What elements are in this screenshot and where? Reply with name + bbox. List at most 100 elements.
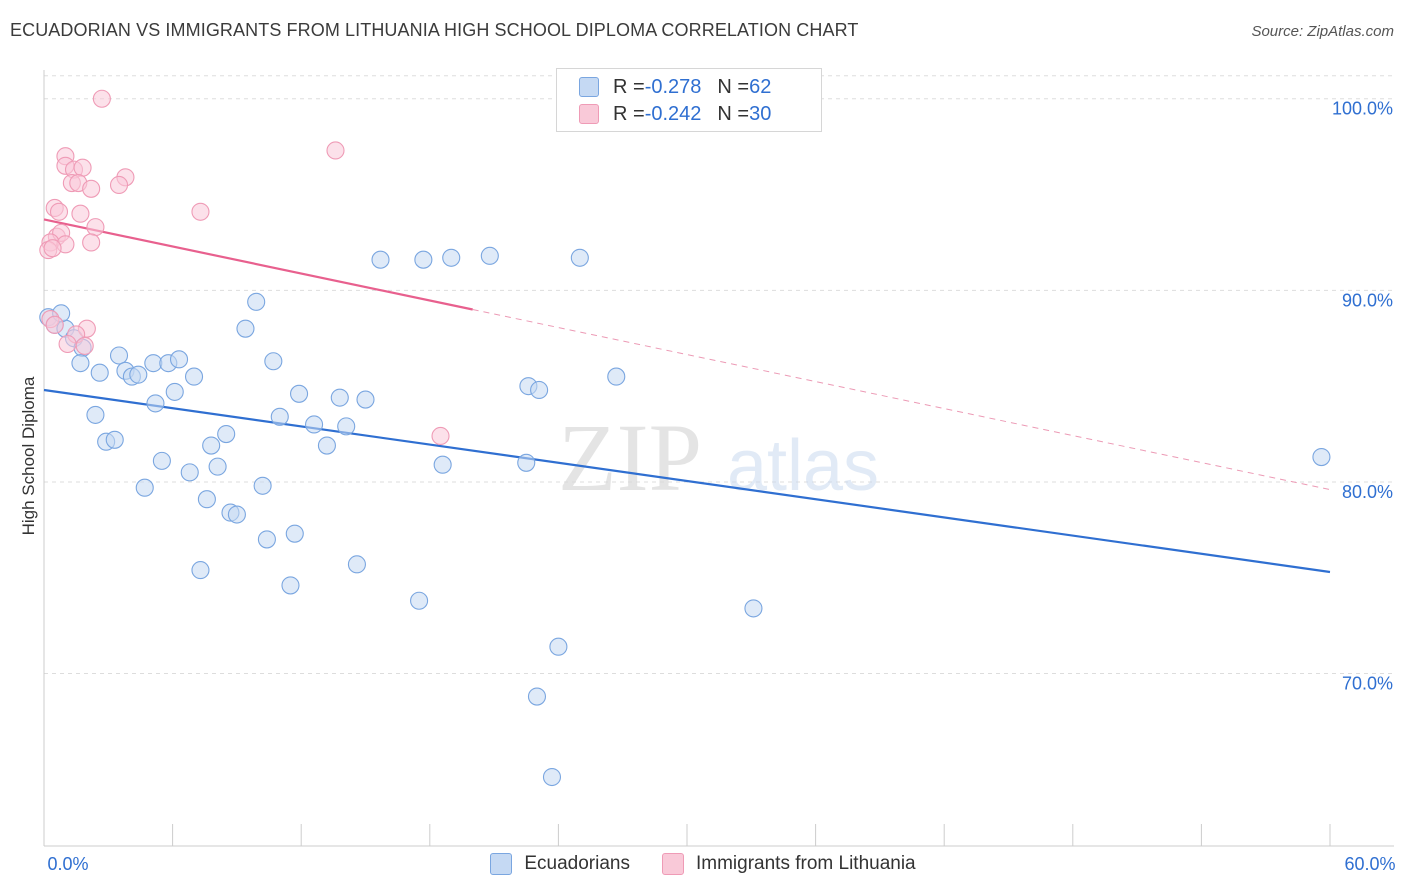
chart-title: ECUADORIAN VS IMMIGRANTS FROM LITHUANIA … [10, 20, 859, 40]
y-tick-label: 100.0% [1332, 99, 1393, 119]
point-ecuadorian [530, 380, 549, 400]
point-ecuadorian [549, 637, 568, 656]
point-ecuadorian [247, 292, 266, 311]
legend-swatch-ecuadorians [579, 77, 599, 97]
point-lithuania [109, 175, 129, 195]
legend-n-label: N = [717, 75, 750, 98]
point-lithuania [73, 158, 92, 177]
point-ecuadorian [146, 394, 165, 413]
point-ecuadorian [1312, 447, 1331, 467]
point-ecuadorian [527, 687, 547, 706]
point-ecuadorian [135, 478, 154, 497]
legend-row-ecuadorians: R = -0.278 N = 62 [579, 75, 771, 99]
point-ecuadorian [197, 490, 216, 509]
point-ecuadorian [337, 417, 356, 436]
legend-r-label: R = [613, 102, 645, 125]
point-ecuadorian [414, 250, 433, 269]
point-ecuadorian [257, 530, 276, 549]
legend-n-value: 62 [749, 75, 772, 98]
point-ecuadorian [281, 576, 300, 595]
legend-item-ecuadorians[interactable]: Ecuadorians [490, 853, 630, 875]
point-ecuadorian [305, 415, 324, 434]
point-ecuadorian [356, 390, 375, 409]
point-ecuadorian [285, 524, 304, 543]
point-ecuadorian [744, 599, 763, 618]
point-lithuania [58, 334, 77, 354]
point-ecuadorian [347, 555, 366, 574]
point-ecuadorian [542, 767, 562, 787]
watermark-atlas: atlas [727, 426, 879, 506]
point-ecuadorian [517, 453, 536, 472]
point-ecuadorian [480, 246, 499, 265]
axes [43, 70, 1394, 847]
source-label: Source: ZipAtlas.com [1251, 23, 1394, 40]
legend-swatch-ecuadorians [490, 853, 513, 875]
x-tick-label-min: 0.0% [47, 854, 88, 874]
point-ecuadorian [152, 451, 171, 470]
point-ecuadorian [317, 436, 336, 455]
point-ecuadorian [105, 430, 124, 449]
point-ecuadorian [71, 354, 90, 373]
point-ecuadorian [330, 388, 349, 407]
point-ecuadorian [180, 463, 199, 482]
point-ecuadorian [607, 367, 626, 386]
point-ecuadorian [433, 455, 452, 474]
legend-n-value: 30 [749, 102, 772, 125]
legend-swatch-lithuania [579, 104, 599, 124]
legend-label-lithuania: Immigrants from Lithuania [695, 853, 916, 874]
point-lithuania [326, 141, 345, 160]
grid-lines [44, 75, 1394, 675]
point-ecuadorian [264, 352, 283, 371]
trend-line-lithuania [43, 218, 473, 311]
point-ecuadorian [227, 505, 246, 524]
legend-n-label: N = [717, 102, 750, 125]
legend-r-value: -0.242 [644, 102, 702, 125]
point-ecuadorian [290, 384, 309, 403]
trend-line-lithuania-extension [472, 309, 1331, 491]
trend-line-ecuadorians [43, 388, 1331, 574]
point-lithuania [71, 204, 90, 223]
y-tick-label: 80.0% [1342, 482, 1393, 502]
legend-item-lithuania[interactable]: Immigrants from Lithuania [661, 853, 916, 875]
y-tick-label: 70.0% [1342, 674, 1393, 694]
point-ecuadorian [86, 405, 105, 424]
point-ecuadorian [129, 365, 148, 384]
point-ecuadorian [217, 424, 236, 444]
series-legend: Ecuadorians Immigrants from Lithuania [0, 852, 1406, 876]
stats-legend: R = -0.278 N = 62 R = -0.242 N = 30 [556, 68, 822, 132]
point-lithuania [49, 202, 69, 221]
point-lithuania [92, 89, 111, 108]
legend-row-lithuania: R = -0.242 N = 30 [579, 102, 771, 126]
point-ecuadorian [442, 248, 461, 267]
point-ecuadorian [371, 250, 390, 269]
point-lithuania [75, 336, 94, 355]
point-lithuania [431, 426, 450, 446]
point-ecuadorian [202, 436, 221, 455]
legend-label-ecuadorians: Ecuadorians [524, 853, 630, 874]
legend-r-label: R = [613, 75, 645, 98]
point-ecuadorian [270, 407, 289, 426]
legend-swatch-lithuania [661, 853, 684, 875]
point-ecuadorian [236, 319, 255, 338]
point-ecuadorian [253, 476, 272, 495]
point-lithuania [86, 218, 105, 237]
point-lithuania [82, 179, 101, 198]
point-ecuadorian [191, 561, 210, 580]
trend-lines [43, 218, 1331, 574]
point-ecuadorian [570, 248, 589, 267]
point-lithuania [45, 315, 64, 334]
point-ecuadorian [144, 354, 163, 373]
point-ecuadorian [169, 350, 189, 369]
legend-r-value: -0.278 [644, 75, 702, 98]
data-points [39, 89, 1331, 787]
point-ecuadorian [165, 382, 184, 401]
y-axis-label: High School Diploma [19, 376, 38, 535]
watermark-zip: ZIP [558, 404, 702, 511]
point-ecuadorian [109, 346, 129, 365]
y-tick-label: 90.0% [1342, 290, 1393, 310]
y-tick-labels: 70.0% 80.0% 90.0% 100.0% [1332, 99, 1393, 694]
point-ecuadorian [90, 363, 109, 382]
point-ecuadorian [410, 591, 429, 610]
point-ecuadorian [184, 367, 204, 386]
